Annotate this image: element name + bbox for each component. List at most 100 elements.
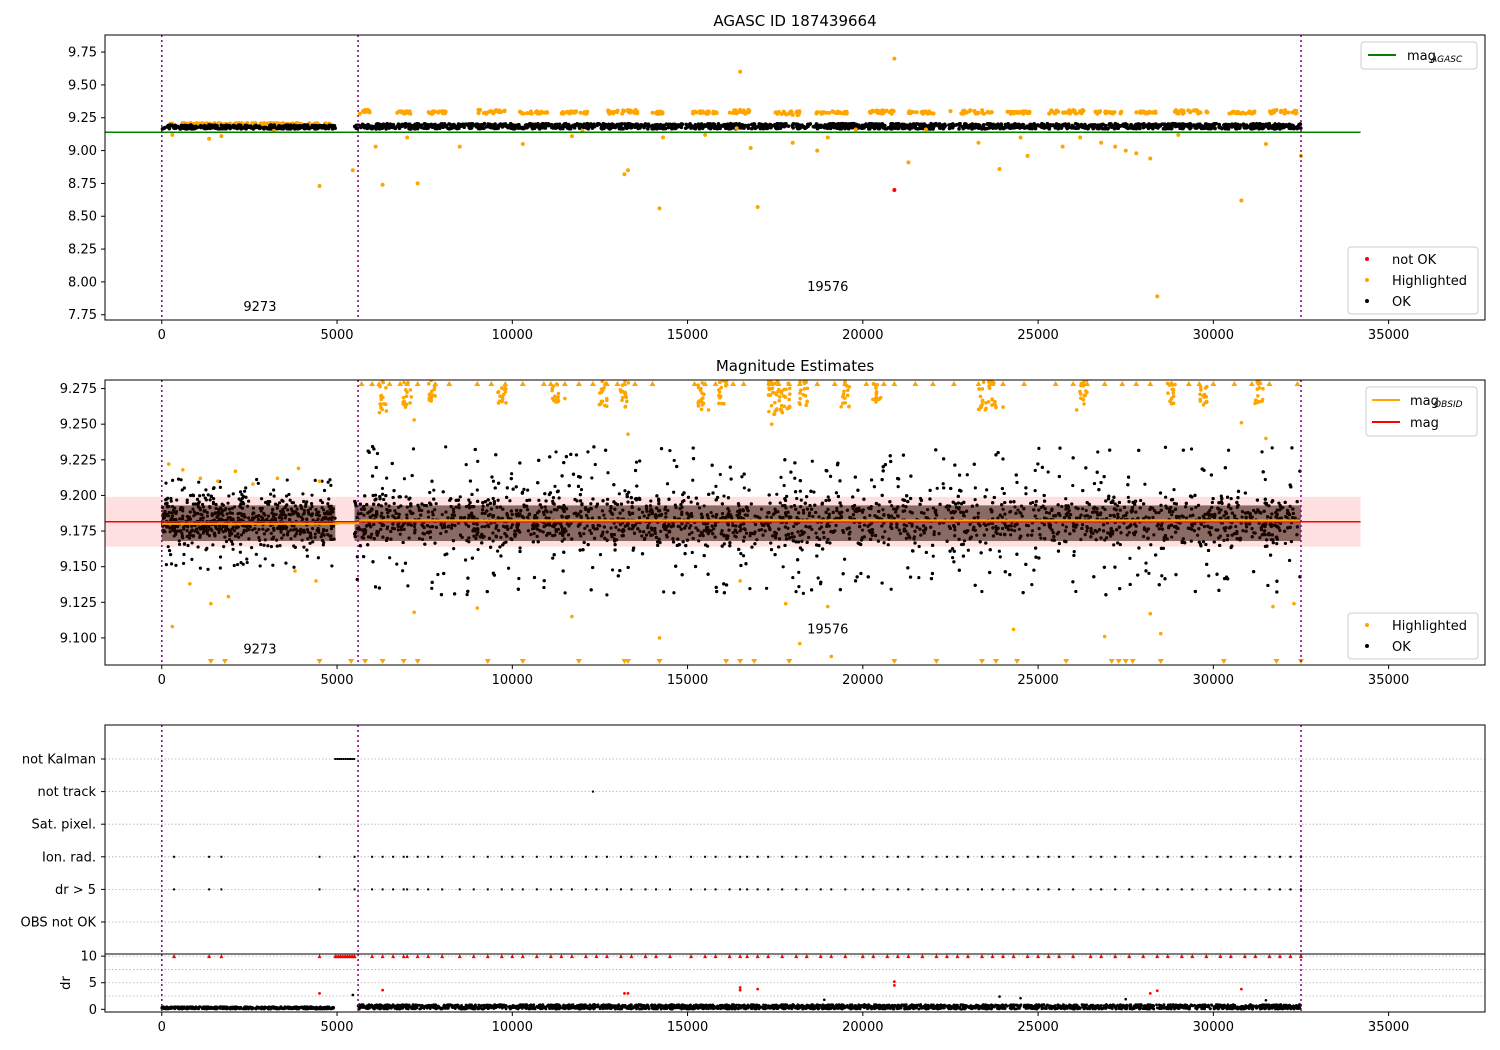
ok-point [605,125,610,130]
ok-point [475,123,480,127]
ok-point [1079,122,1084,127]
highlighted-point [1155,294,1160,299]
highlighted-point [815,148,820,153]
ok-point [254,552,258,556]
ok-point [181,561,186,566]
ok-point [292,565,296,569]
x-tick-label: 0 [158,328,166,343]
ok-point [1282,125,1286,130]
ok-point [1265,122,1270,127]
ok-point [199,125,203,130]
ok-point [1123,122,1128,126]
ok-point [726,126,730,131]
ok-point [740,475,744,479]
ok-point [169,562,174,566]
ok-point [1147,122,1151,126]
ok-point [728,121,733,126]
legend-marker [1365,278,1369,282]
ok-point [968,123,972,127]
highlighted-point [834,110,839,115]
ok-point [963,122,967,126]
ok-point [517,122,521,127]
highlighted-point [776,110,781,115]
ok-point [572,126,577,130]
ok-point [1009,123,1014,127]
ok-point [244,486,248,490]
ok-point [220,502,224,506]
ok-point [941,126,945,130]
ok-point [165,501,169,505]
ok-point [823,123,827,127]
highlighted-point [1062,110,1067,115]
ok-point [725,122,730,126]
ok-point [994,126,998,130]
ok-point [322,488,327,493]
ok-point [190,557,194,561]
highlighted-point [650,110,655,115]
highlighted-point [1099,140,1104,145]
ok-point [208,498,212,502]
not-ok-point [892,187,897,192]
highlighted-point [997,166,1002,171]
highlighted-point [1180,111,1185,116]
ok-point [237,123,242,128]
highlighted-point [914,110,919,115]
x-tick-label: 5000 [320,328,353,343]
ok-point [200,502,205,507]
highlighted-point [436,110,441,115]
ok-point [572,123,577,127]
ok-point [1186,124,1191,129]
ok-point [319,498,323,503]
ok-point [194,124,198,129]
highlighted-point [790,140,795,145]
ok-point [875,122,880,126]
ok-point [244,123,249,128]
highlighted-point [495,108,500,113]
ok-point [1041,122,1046,127]
ok-point [212,486,216,490]
x-tick-label: 25000 [1017,328,1058,343]
ok-point [302,545,306,549]
ok-point [1083,124,1088,128]
ok-point [1168,122,1172,127]
ok-point [636,123,640,128]
x-tick-label: 20000 [842,328,883,343]
highlighted-point [561,111,566,116]
highlighted-point [824,110,829,115]
ok-point [326,502,330,506]
ok-point [564,123,569,127]
legend-label: Highlighted [1392,274,1467,289]
ok-point [441,125,445,130]
ok-point [387,124,391,129]
ok-point [177,542,182,546]
ok-point [792,122,796,126]
highlighted-point [1286,110,1291,115]
ok-point [1193,126,1197,130]
ok-point [310,493,314,497]
highlighted-point [264,121,269,126]
ok-point [453,125,458,130]
highlighted-point [484,111,489,116]
highlighted-point [692,110,697,115]
ok-point [1220,126,1224,131]
ok-point [957,127,961,131]
ok-point [218,555,223,559]
ok-point [169,496,173,501]
ok-point [567,126,572,131]
ok-point [330,564,334,568]
axes-frame-agasc [104,34,1486,321]
highlighted-point [892,56,897,61]
ok-point [427,123,431,128]
highlighted-point [402,111,407,116]
ok-point [1253,124,1258,129]
highlighted-point [1279,108,1284,113]
highlighted-point [837,110,842,115]
ok-point [797,570,801,575]
highlighted-point [1191,108,1196,113]
ok-point [231,542,235,546]
ok-point [205,546,209,550]
ok-point [502,122,507,127]
highlighted-point [1018,135,1023,140]
ok-point [320,479,324,483]
ok-point [330,127,335,131]
